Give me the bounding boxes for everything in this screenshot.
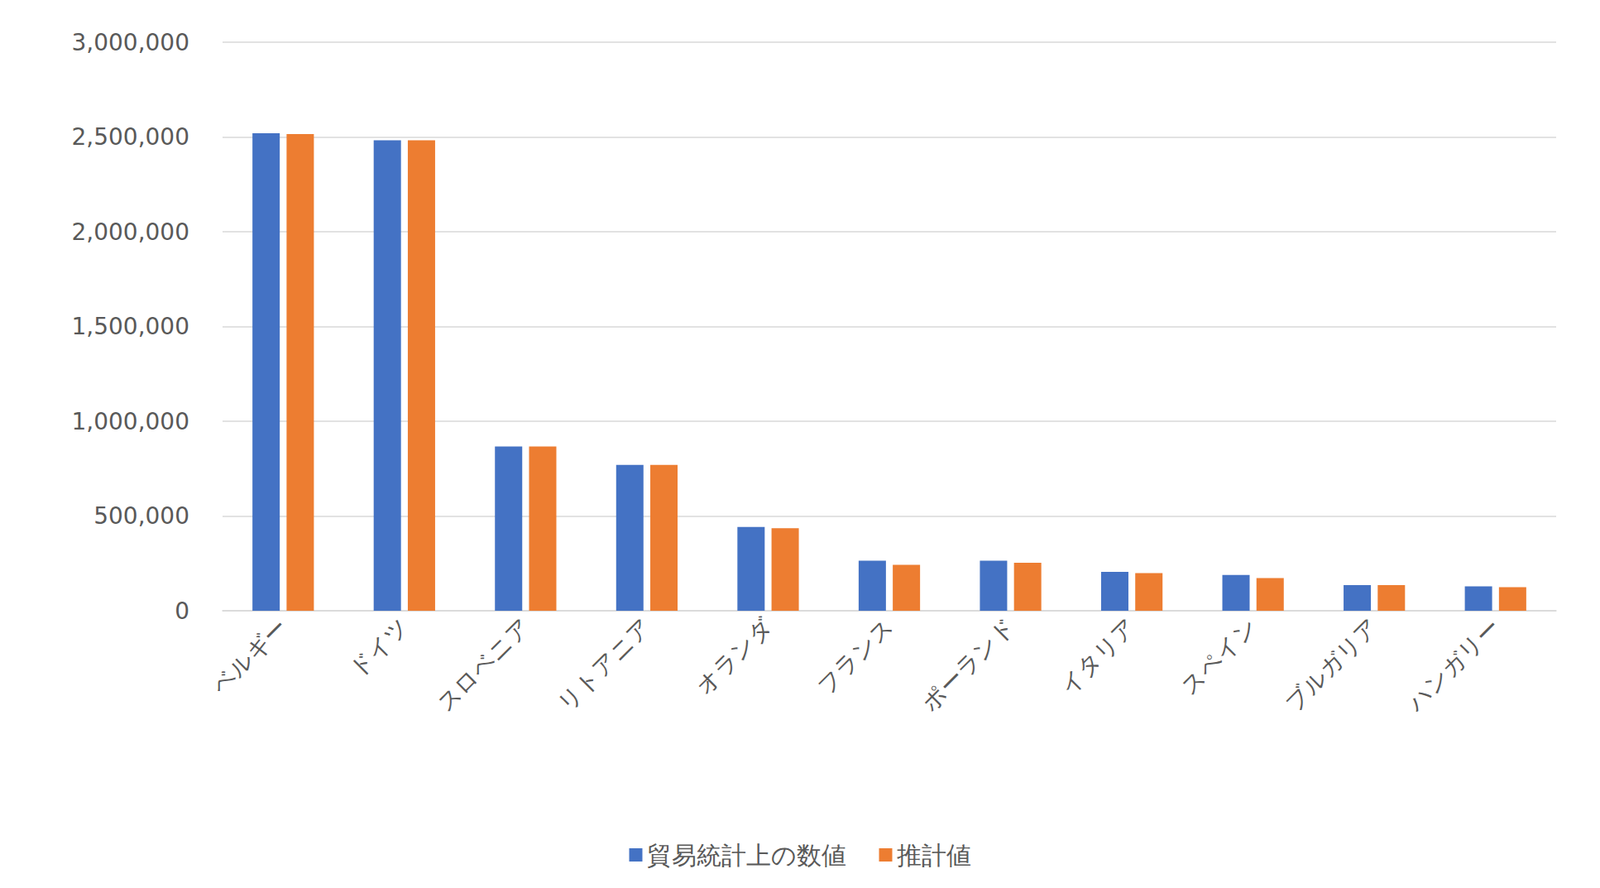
svg-text:スペイン: スペイン <box>1175 612 1263 700</box>
svg-text:2,500,000: 2,500,000 <box>71 123 190 151</box>
svg-text:ハンガリー: ハンガリー <box>1401 612 1506 717</box>
svg-text:ポーランド: ポーランド <box>916 612 1021 716</box>
svg-text:3,000,000: 3,000,000 <box>71 28 190 57</box>
svg-text:1,500,000: 1,500,000 <box>71 312 190 341</box>
svg-text:ベルギー: ベルギー <box>205 612 293 700</box>
svg-text:500,000: 500,000 <box>93 502 190 530</box>
svg-text:ドイツ: ドイツ <box>344 612 415 683</box>
svg-text:0: 0 <box>174 597 190 625</box>
svg-text:フランス: フランス <box>811 612 899 700</box>
svg-text:2,000,000: 2,000,000 <box>71 218 190 246</box>
svg-text:1,000,000: 1,000,000 <box>71 407 190 436</box>
svg-text:イタリア: イタリア <box>1053 612 1141 700</box>
svg-text:オランダ: オランダ <box>690 612 778 700</box>
svg-text:推計値: 推計値 <box>896 840 972 870</box>
svg-text:リトアニア: リトアニア <box>552 612 657 717</box>
svg-text:スロベニア: スロベニア <box>431 612 536 717</box>
svg-text:ブルガリア: ブルガリア <box>1279 612 1385 717</box>
svg-text:貿易統計上の数値: 貿易統計上の数値 <box>646 840 847 870</box>
